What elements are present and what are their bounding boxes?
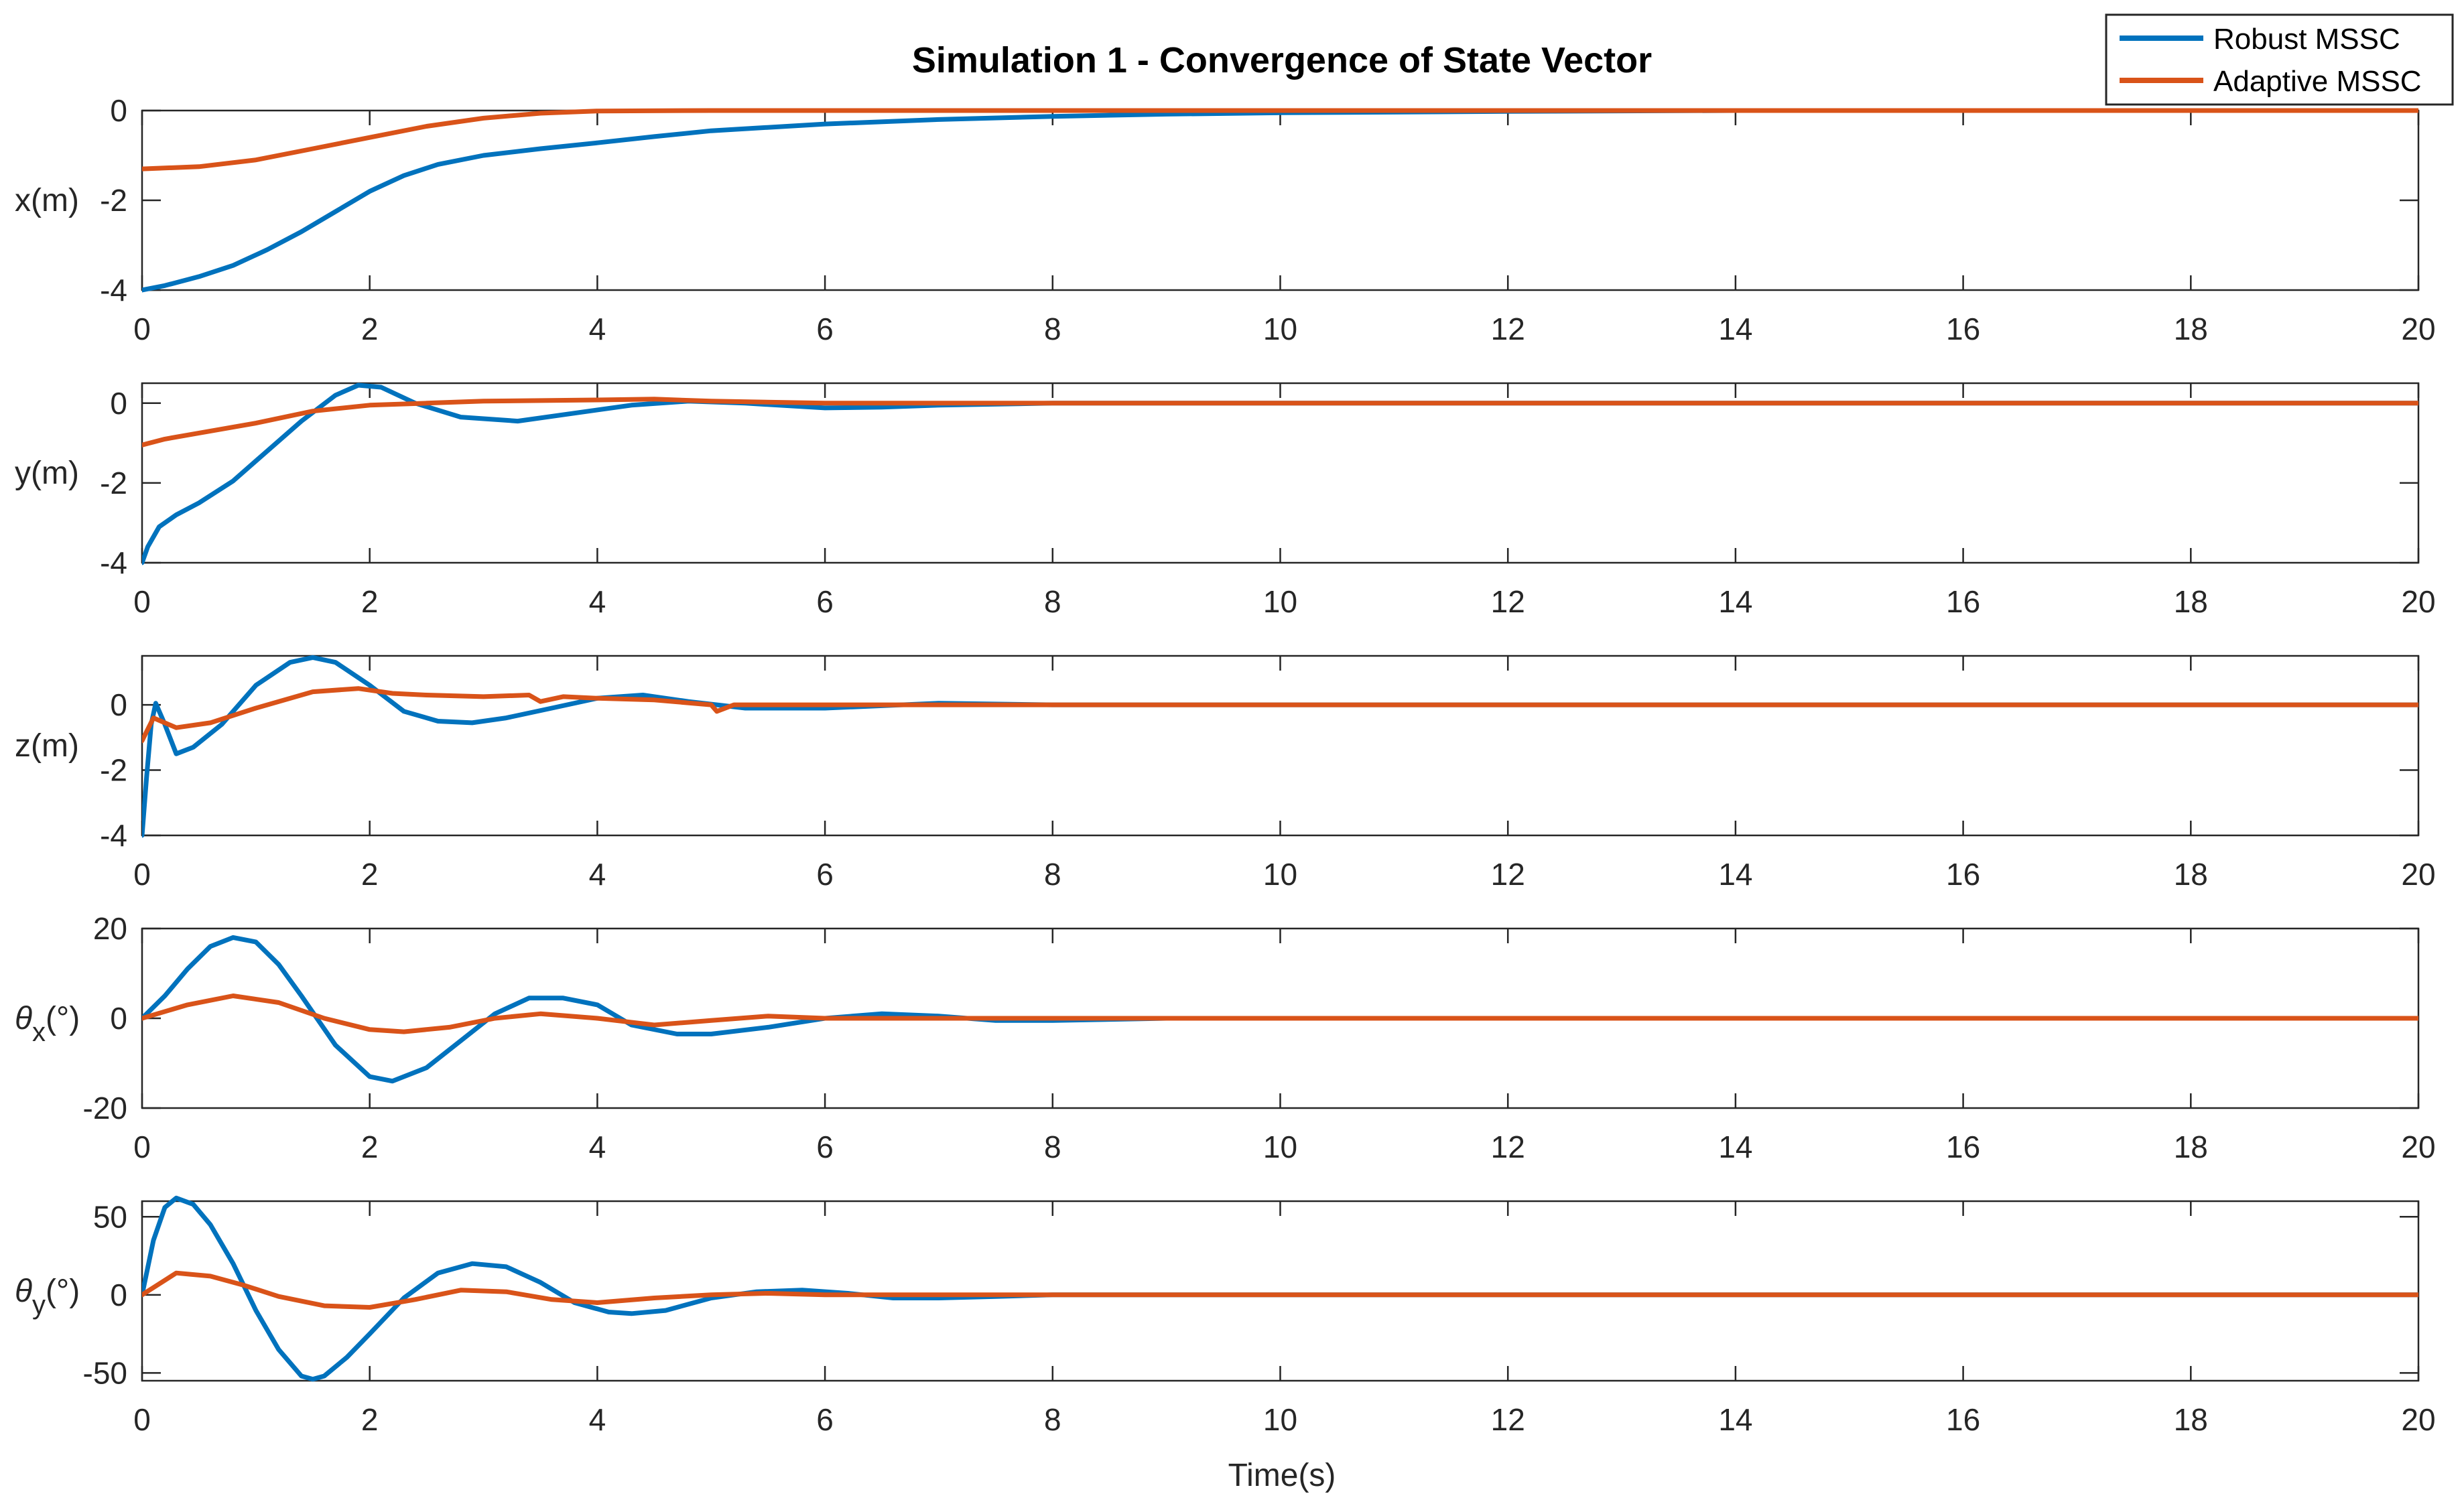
x-tick-label-theta_x: 8 — [1044, 1130, 1061, 1164]
x-tick-label-theta_y: 18 — [2174, 1402, 2208, 1437]
y-axis-label-y: y(m) — [15, 456, 79, 491]
x-tick-label-z: 2 — [361, 857, 379, 892]
legend-label-robust: Robust MSSC — [2213, 23, 2400, 56]
y-tick-label-y: -4 — [100, 545, 127, 580]
x-tick-label-z: 12 — [1491, 857, 1525, 892]
x-tick-label-theta_y: 10 — [1263, 1402, 1297, 1437]
series-line-adaptive-theta_x — [142, 994, 2418, 1034]
legend: Robust MSSC Adaptive MSSC — [2105, 13, 2454, 106]
series-line-adaptive-y — [142, 397, 2418, 448]
x-tick-label-x: 2 — [361, 312, 379, 346]
y-tick-label-z: -2 — [100, 753, 127, 788]
y-tick-label-x: -2 — [100, 183, 127, 218]
x-tick-label-y: 16 — [1946, 584, 1980, 619]
y-tick-label-theta_x: 0 — [110, 1001, 127, 1036]
x-tick-label-z: 0 — [133, 857, 151, 892]
x-tick-label-y: 2 — [361, 584, 379, 619]
x-tick-label-y: 6 — [816, 584, 834, 619]
x-tick-label-y: 18 — [2174, 584, 2208, 619]
x-tick-label-x: 8 — [1044, 312, 1061, 346]
x-tick-label-x: 12 — [1491, 312, 1525, 346]
x-tick-label-theta_x: 16 — [1946, 1130, 1980, 1164]
x-tick-label-x: 16 — [1946, 312, 1980, 346]
x-tick-label-z: 14 — [1718, 857, 1752, 892]
x-tick-label-theta_x: 0 — [133, 1130, 151, 1164]
x-tick-label-z: 8 — [1044, 857, 1061, 892]
subplot-container: 0 2 4 6 8 10 12 14 16 18 200-2-4x(m)0 2 4 6 8 10 12 14 16 1… — [15, 93, 2436, 1437]
x-tick-label-theta_x: 2 — [361, 1130, 379, 1164]
x-tick-label-y: 20 — [2401, 584, 2435, 619]
y-tick-label-x: -4 — [100, 273, 127, 307]
x-tick-label-y: 12 — [1491, 584, 1525, 619]
x-tick-label-x: 18 — [2174, 312, 2208, 346]
x-tick-label-theta_x: 14 — [1718, 1130, 1752, 1164]
x-tick-label-x: 20 — [2401, 312, 2435, 346]
x-tick-label-y: 4 — [589, 584, 606, 619]
chart-title: Simulation 1 - Convergence of State Vect… — [912, 40, 1652, 80]
x-tick-label-x: 10 — [1263, 312, 1297, 346]
x-tick-label-y: 10 — [1263, 584, 1297, 619]
legend-label-adaptive: Adaptive MSSC — [2213, 65, 2422, 98]
x-tick-label-z: 10 — [1263, 857, 1297, 892]
y-tick-label-y: 0 — [110, 386, 127, 421]
series-line-adaptive-x — [142, 108, 2418, 172]
x-tick-label-z: 4 — [589, 857, 606, 892]
y-tick-label-theta_y: 0 — [110, 1278, 127, 1312]
y-tick-label-y: -2 — [100, 466, 127, 500]
x-tick-label-z: 16 — [1946, 857, 1980, 892]
subplot-y: 0 2 4 6 8 10 12 14 16 18 20 0 -2 -4 y(m) — [15, 382, 2436, 619]
x-tick-label-theta_x: 4 — [589, 1130, 606, 1164]
y-tick-label-theta_y: -50 — [83, 1355, 127, 1390]
y-axis-label-theta_y: θy(°) — [15, 1274, 80, 1320]
x-tick-label-theta_x: 18 — [2174, 1130, 2208, 1164]
y-tick-label-theta_y: 50 — [93, 1199, 127, 1234]
y-axis-label-z: z(m) — [15, 728, 79, 764]
x-tick-label-z: 6 — [816, 857, 834, 892]
x-tick-label-theta_y: 20 — [2401, 1402, 2435, 1437]
x-tick-label-x: 6 — [816, 312, 834, 346]
y-tick-label-z: 0 — [110, 687, 127, 722]
x-tick-label-theta_y: 2 — [361, 1402, 379, 1437]
subplot-x: 0 2 4 6 8 10 12 14 16 18 20 0 -2 -4 x(m) — [15, 93, 2436, 346]
x-tick-label-z: 18 — [2174, 857, 2208, 892]
x-tick-label-y: 0 — [133, 584, 151, 619]
x-tick-label-theta_y: 4 — [589, 1402, 606, 1437]
series-line-robust-y — [142, 383, 2418, 565]
x-axis-label: Time(s) — [1228, 1458, 1336, 1493]
series-line-robust-x — [142, 108, 2418, 293]
x-tick-label-theta_y: 16 — [1946, 1402, 1980, 1437]
y-tick-label-z: -4 — [100, 818, 127, 853]
x-tick-label-x: 0 — [133, 312, 151, 346]
x-tick-label-theta_y: 12 — [1491, 1402, 1525, 1437]
x-tick-label-y: 14 — [1718, 584, 1752, 619]
series-line-adaptive-z — [142, 686, 2418, 744]
x-tick-label-theta_y: 14 — [1718, 1402, 1752, 1437]
y-tick-label-x: 0 — [110, 93, 127, 128]
x-tick-label-theta_y: 0 — [133, 1402, 151, 1437]
x-tick-label-theta_x: 6 — [816, 1130, 834, 1164]
subplot-z: 0 2 4 6 8 10 12 14 16 18 20 0 -2 -4 z(m) — [15, 655, 2436, 892]
x-tick-label-x: 4 — [589, 312, 606, 346]
x-tick-label-z: 20 — [2401, 857, 2435, 892]
y-axis-label-theta_x: θx(°) — [15, 1001, 80, 1047]
x-tick-label-theta_y: 8 — [1044, 1402, 1061, 1437]
y-tick-label-theta_x: -20 — [83, 1091, 127, 1125]
y-axis-label-x: x(m) — [15, 183, 79, 218]
x-tick-label-theta_y: 6 — [816, 1402, 834, 1437]
x-tick-label-theta_x: 12 — [1491, 1130, 1525, 1164]
x-tick-label-y: 8 — [1044, 584, 1061, 619]
legend-box — [2105, 13, 2454, 106]
x-tick-label-theta_x: 10 — [1263, 1130, 1297, 1164]
x-tick-label-x: 14 — [1718, 312, 1752, 346]
series-line-adaptive-theta_y — [142, 1270, 2418, 1310]
x-tick-label-theta_x: 20 — [2401, 1130, 2435, 1164]
y-tick-label-theta_x: 20 — [93, 911, 127, 946]
